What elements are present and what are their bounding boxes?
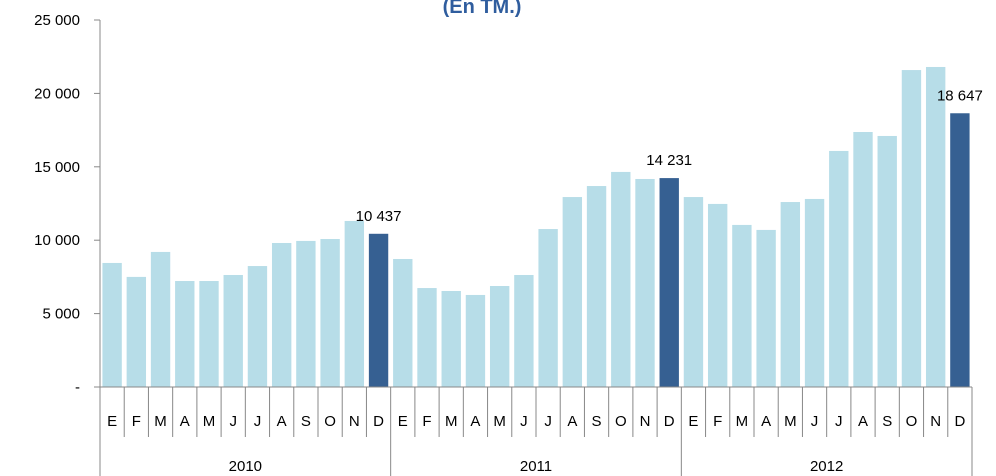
x-tick-label: E <box>398 413 408 430</box>
bar <box>538 229 558 387</box>
bar <box>296 240 316 387</box>
x-tick-label: S <box>301 413 311 430</box>
x-tick-label: J <box>520 413 528 430</box>
x-tick-label: J <box>544 413 552 430</box>
x-tick-label: O <box>906 413 918 430</box>
x-tick-label: M <box>154 413 167 430</box>
x-tick-label: M <box>736 413 749 430</box>
data-label: 10 437 <box>356 208 402 225</box>
x-tick-label: O <box>324 413 336 430</box>
x-tick-label: S <box>592 413 602 430</box>
bar <box>780 202 801 387</box>
x-tick-label: N <box>349 413 360 430</box>
y-tick-label: 10 000 <box>34 232 80 249</box>
x-tick-label: N <box>640 413 651 430</box>
x-tick-label: M <box>203 413 216 430</box>
year-label: 2010 <box>229 458 262 475</box>
bar <box>586 186 607 387</box>
x-tick-label: J <box>229 413 237 430</box>
bar <box>804 198 825 387</box>
y-tick-label: 20 000 <box>34 85 80 102</box>
x-tick-label: E <box>688 413 698 430</box>
bar <box>925 66 946 387</box>
x-tick-label: J <box>835 413 843 430</box>
bar <box>732 224 752 387</box>
bar <box>707 203 728 387</box>
x-tick-label: D <box>373 413 384 430</box>
x-tick-label: D <box>664 413 675 430</box>
bar <box>562 197 583 387</box>
bar <box>344 220 365 387</box>
bar <box>320 239 340 387</box>
bar <box>223 274 243 387</box>
data-label: 14 231 <box>646 152 692 169</box>
x-tick-label: F <box>422 413 431 430</box>
bar <box>901 70 922 387</box>
data-label: 18 647 <box>937 87 983 104</box>
chart-title: (En TM.) <box>443 0 522 18</box>
bar <box>877 135 897 387</box>
x-tick-label: E <box>107 413 117 430</box>
bar <box>635 178 655 387</box>
x-tick-label: S <box>882 413 892 430</box>
bar <box>102 262 122 387</box>
bar <box>683 197 704 387</box>
x-tick-label: D <box>954 413 965 430</box>
bar <box>441 290 461 387</box>
bar <box>829 150 849 387</box>
bar <box>150 251 171 387</box>
x-tick-label: J <box>811 413 819 430</box>
x-tick-label: O <box>615 413 627 430</box>
x-tick-label: F <box>132 413 141 430</box>
x-tick-label: A <box>761 413 771 430</box>
bar <box>514 274 534 387</box>
bar <box>271 242 292 387</box>
bar <box>126 276 147 387</box>
year-label: 2011 <box>520 458 552 475</box>
bar <box>175 281 195 387</box>
x-tick-label: A <box>470 413 480 430</box>
x-tick-label: A <box>277 413 287 430</box>
bar <box>465 294 486 387</box>
y-tick-label: 25 000 <box>34 12 80 29</box>
bar <box>417 288 437 387</box>
bar <box>199 281 219 387</box>
x-tick-label: A <box>180 413 190 430</box>
x-tick-label: A <box>567 413 577 430</box>
bar <box>393 258 413 387</box>
x-tick-label: A <box>858 413 868 430</box>
bar <box>950 113 970 388</box>
x-tick-label: M <box>445 413 458 430</box>
y-tick-label: 5 000 <box>42 306 80 323</box>
x-tick-label: M <box>493 413 506 430</box>
bar <box>756 229 776 387</box>
x-tick-label: F <box>713 413 722 430</box>
bar <box>611 171 631 387</box>
bar <box>368 233 389 387</box>
year-label: 2012 <box>810 458 843 475</box>
bar <box>247 266 268 387</box>
x-tick-label: J <box>254 413 262 430</box>
bar <box>853 132 873 387</box>
x-tick-label: M <box>784 413 797 430</box>
y-tick-label: - <box>75 379 80 396</box>
bar <box>489 286 510 387</box>
x-tick-label: N <box>930 413 941 430</box>
bar <box>659 178 679 387</box>
y-tick-label: 15 000 <box>34 159 80 176</box>
